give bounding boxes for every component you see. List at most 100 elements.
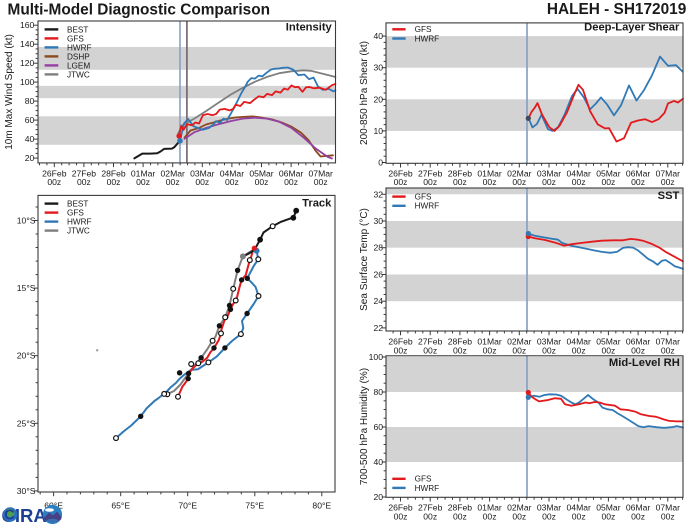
svg-text:03Mar: 03Mar bbox=[537, 503, 561, 513]
svg-text:00z: 00z bbox=[284, 177, 298, 187]
svg-text:80: 80 bbox=[373, 387, 383, 397]
svg-text:GFS: GFS bbox=[415, 475, 432, 484]
svg-text:00z: 00z bbox=[601, 512, 615, 522]
svg-text:00z: 00z bbox=[423, 512, 437, 522]
svg-text:28Feb: 28Feb bbox=[448, 503, 473, 513]
svg-text:00z: 00z bbox=[631, 345, 645, 355]
svg-text:100: 100 bbox=[369, 352, 384, 362]
svg-text:07Mar: 07Mar bbox=[656, 336, 680, 346]
svg-text:00z: 00z bbox=[423, 345, 437, 355]
svg-text:00z: 00z bbox=[542, 177, 556, 187]
svg-text:00z: 00z bbox=[631, 512, 645, 522]
svg-text:30: 30 bbox=[373, 63, 383, 73]
svg-text:05Mar: 05Mar bbox=[596, 503, 620, 513]
svg-text:HWRF: HWRF bbox=[415, 484, 440, 493]
svg-text:80°E: 80°E bbox=[312, 501, 331, 511]
svg-text:04Mar: 04Mar bbox=[220, 169, 244, 179]
svg-text:Deep-Layer Shear: Deep-Layer Shear bbox=[584, 22, 680, 34]
svg-text:00z: 00z bbox=[661, 177, 675, 187]
svg-text:00z: 00z bbox=[661, 512, 675, 522]
svg-text:26Feb: 26Feb bbox=[42, 169, 67, 179]
svg-text:25°S: 25°S bbox=[17, 418, 36, 428]
svg-text:10m Max Wind Speed (kt): 10m Max Wind Speed (kt) bbox=[4, 34, 15, 150]
svg-text:GFS: GFS bbox=[67, 34, 84, 43]
svg-text:02Mar: 02Mar bbox=[507, 336, 531, 346]
svg-text:30: 30 bbox=[373, 216, 383, 226]
svg-text:00z: 00z bbox=[572, 345, 586, 355]
svg-text:07Mar: 07Mar bbox=[656, 503, 680, 513]
svg-text:700-500 hPa Humidity (%): 700-500 hPa Humidity (%) bbox=[359, 368, 370, 485]
svg-text:00z: 00z bbox=[483, 345, 497, 355]
svg-text:00z: 00z bbox=[394, 345, 408, 355]
svg-text:Mid-Level RH: Mid-Level RH bbox=[609, 357, 680, 369]
svg-text:27Feb: 27Feb bbox=[418, 336, 443, 346]
svg-text:00z: 00z bbox=[166, 177, 180, 187]
svg-text:27Feb: 27Feb bbox=[418, 503, 443, 513]
svg-text:00z: 00z bbox=[47, 177, 61, 187]
svg-text:00z: 00z bbox=[542, 512, 556, 522]
svg-text:02Mar: 02Mar bbox=[507, 503, 531, 513]
svg-text:28: 28 bbox=[373, 243, 383, 253]
svg-text:00z: 00z bbox=[453, 512, 467, 522]
svg-text:27Feb: 27Feb bbox=[418, 169, 443, 179]
svg-text:140: 140 bbox=[20, 39, 35, 49]
svg-text:00z: 00z bbox=[77, 177, 91, 187]
svg-text:00z: 00z bbox=[453, 345, 467, 355]
svg-text:20: 20 bbox=[373, 492, 383, 502]
svg-text:01Mar: 01Mar bbox=[477, 169, 501, 179]
svg-text:06Mar: 06Mar bbox=[626, 503, 650, 513]
svg-text:04Mar: 04Mar bbox=[567, 503, 591, 513]
svg-text:00z: 00z bbox=[195, 177, 209, 187]
svg-text:20: 20 bbox=[373, 94, 383, 104]
svg-text:Intensity: Intensity bbox=[286, 22, 333, 34]
svg-text:04Mar: 04Mar bbox=[567, 169, 591, 179]
svg-text:00z: 00z bbox=[225, 177, 239, 187]
svg-text:26Feb: 26Feb bbox=[388, 336, 413, 346]
svg-text:00z: 00z bbox=[512, 345, 526, 355]
svg-text:200-850 hPa Shear (kt): 200-850 hPa Shear (kt) bbox=[359, 41, 370, 145]
svg-text:26: 26 bbox=[373, 270, 383, 280]
svg-text:HWRF: HWRF bbox=[415, 34, 440, 43]
svg-text:HWRF: HWRF bbox=[67, 43, 92, 52]
svg-text:06Mar: 06Mar bbox=[279, 169, 303, 179]
svg-text:00z: 00z bbox=[601, 345, 615, 355]
svg-text:00z: 00z bbox=[572, 512, 586, 522]
svg-text:HWRF: HWRF bbox=[67, 218, 92, 227]
svg-text:04Mar: 04Mar bbox=[567, 336, 591, 346]
svg-text:40: 40 bbox=[373, 31, 383, 41]
svg-text:30°S: 30°S bbox=[17, 486, 36, 496]
svg-text:00z: 00z bbox=[314, 177, 328, 187]
svg-text:00z: 00z bbox=[483, 512, 497, 522]
svg-text:Multi-Model Diagnostic Compari: Multi-Model Diagnostic Comparison bbox=[8, 2, 271, 19]
svg-text:00z: 00z bbox=[542, 345, 556, 355]
svg-text:40: 40 bbox=[25, 134, 35, 144]
svg-text:05Mar: 05Mar bbox=[596, 169, 620, 179]
svg-text:00z: 00z bbox=[107, 177, 121, 187]
svg-text:00z: 00z bbox=[394, 177, 408, 187]
svg-text:01Mar: 01Mar bbox=[477, 336, 501, 346]
svg-text:03Mar: 03Mar bbox=[190, 169, 214, 179]
svg-text:27Feb: 27Feb bbox=[72, 169, 97, 179]
svg-text:20: 20 bbox=[25, 153, 35, 163]
svg-text:LGEM: LGEM bbox=[67, 61, 90, 70]
svg-text:26Feb: 26Feb bbox=[388, 169, 413, 179]
svg-text:HWRF: HWRF bbox=[415, 202, 440, 211]
svg-text:01Mar: 01Mar bbox=[477, 503, 501, 513]
svg-text:28Feb: 28Feb bbox=[101, 169, 126, 179]
svg-text:32: 32 bbox=[373, 189, 383, 199]
svg-text:Track: Track bbox=[302, 197, 332, 209]
svg-text:SST: SST bbox=[658, 190, 680, 202]
svg-text:28Feb: 28Feb bbox=[448, 336, 473, 346]
svg-text:60: 60 bbox=[373, 422, 383, 432]
svg-text:BEST: BEST bbox=[67, 200, 88, 209]
svg-text:06Mar: 06Mar bbox=[626, 336, 650, 346]
svg-text:00z: 00z bbox=[512, 177, 526, 187]
svg-text:10°S: 10°S bbox=[17, 216, 36, 226]
svg-text:00z: 00z bbox=[483, 177, 497, 187]
svg-text:07Mar: 07Mar bbox=[656, 169, 680, 179]
svg-text:06Mar: 06Mar bbox=[626, 169, 650, 179]
svg-text:00z: 00z bbox=[661, 345, 675, 355]
svg-text:00z: 00z bbox=[255, 177, 269, 187]
svg-text:40: 40 bbox=[373, 457, 383, 467]
svg-text:07Mar: 07Mar bbox=[309, 169, 333, 179]
